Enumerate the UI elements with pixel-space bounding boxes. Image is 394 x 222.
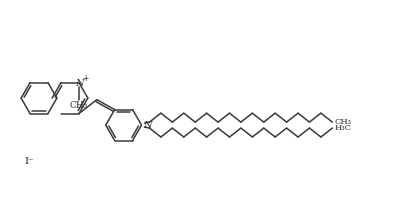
Text: N: N [143,121,152,130]
Text: H₃C: H₃C [335,124,351,132]
Text: N: N [76,79,84,88]
Text: CH₃: CH₃ [70,101,88,110]
Text: I⁻: I⁻ [24,157,34,166]
Text: CH₃: CH₃ [335,118,351,126]
Text: +: + [83,74,89,83]
